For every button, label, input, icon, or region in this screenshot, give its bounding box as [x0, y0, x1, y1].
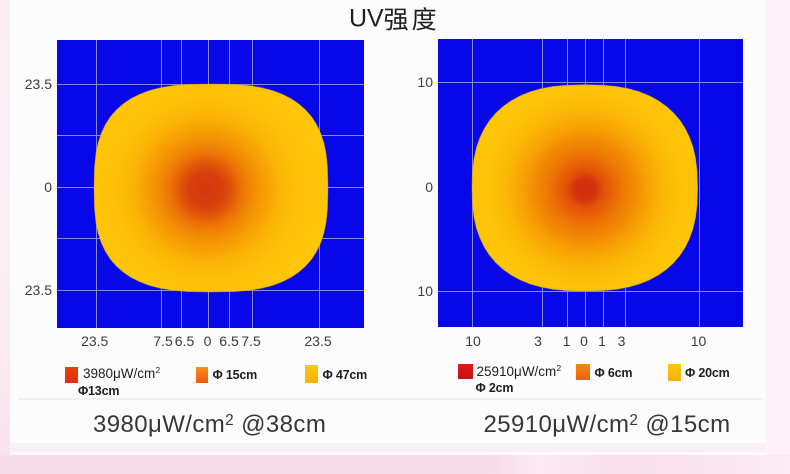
svg-text:UV: UV	[349, 5, 384, 33]
